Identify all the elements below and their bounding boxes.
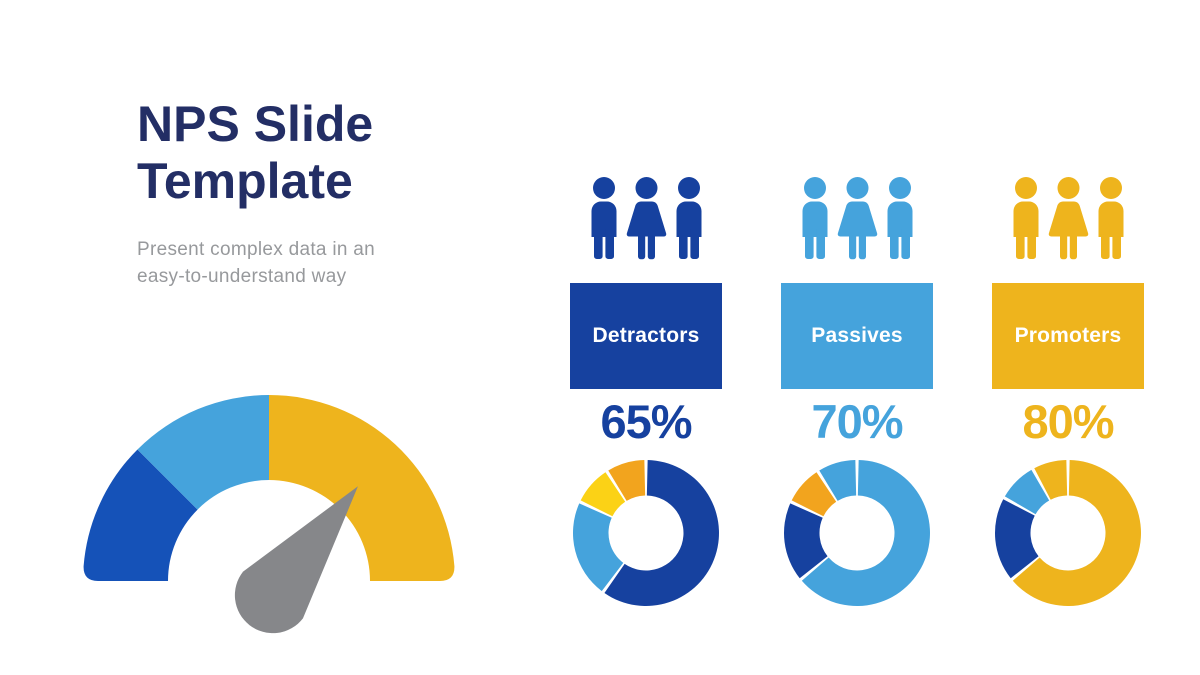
percent-value-detractors: 65% bbox=[600, 395, 692, 448]
gauge-needle-icon bbox=[234, 486, 358, 634]
donut-chart-detractors bbox=[572, 460, 719, 607]
subtitle: Present complex data in an easy-to-under… bbox=[137, 236, 437, 290]
donut-chart-passives bbox=[783, 460, 930, 607]
category-label: Promoters bbox=[1014, 324, 1122, 347]
people-icons-passives bbox=[797, 176, 918, 261]
subtitle-line-2: easy-to-understand way bbox=[137, 266, 347, 287]
category-label: Detractors bbox=[592, 324, 700, 347]
gauge-segment-detractors bbox=[83, 449, 198, 581]
subtitle-line-1: Present complex data in an bbox=[137, 239, 376, 260]
donut-chart-promoters bbox=[995, 460, 1141, 607]
person-man-icon bbox=[676, 177, 701, 259]
category-box-detractors: Detractors bbox=[570, 283, 722, 389]
donut-segment bbox=[1034, 460, 1068, 500]
category-box-passives: Passives bbox=[781, 283, 933, 389]
donut-segment bbox=[791, 472, 837, 517]
person-man-icon bbox=[887, 177, 912, 259]
person-woman-icon bbox=[626, 177, 666, 260]
donut-segment bbox=[995, 499, 1039, 579]
percent-value-passives: 70% bbox=[811, 395, 903, 448]
people-icons-promoters bbox=[1008, 176, 1129, 261]
person-woman-icon bbox=[1048, 177, 1088, 260]
page-title: NPS Slide Template bbox=[137, 96, 437, 210]
donut-segment bbox=[604, 460, 719, 607]
person-woman-icon bbox=[837, 177, 877, 260]
donut-segment bbox=[1004, 469, 1050, 515]
column-passives: Passives 70% bbox=[781, 176, 933, 607]
donut-segment bbox=[580, 472, 626, 517]
column-promoters: Promoters 80% bbox=[992, 176, 1144, 607]
donut-segment bbox=[801, 460, 930, 607]
page-title-line-1: NPS Slide bbox=[137, 96, 374, 152]
donut-segment bbox=[1012, 460, 1141, 607]
donut-segment bbox=[819, 460, 857, 501]
person-man-icon bbox=[591, 177, 616, 259]
title-block: NPS Slide Template Present complex data … bbox=[137, 96, 437, 290]
gauge-segment-passives bbox=[137, 395, 269, 510]
person-man-icon bbox=[1098, 177, 1123, 259]
donut-segment bbox=[783, 503, 828, 579]
column-detractors: Detractors 65% bbox=[570, 176, 722, 607]
percent-value-promoters: 80% bbox=[1022, 395, 1114, 448]
nps-columns: Detractors 65% Passives 70% bbox=[570, 176, 1144, 607]
nps-gauge-chart bbox=[83, 395, 455, 634]
gauge-segment-promoters bbox=[269, 395, 455, 581]
category-label: Passives bbox=[811, 324, 903, 347]
donut-segment bbox=[572, 503, 624, 592]
donut-segment bbox=[608, 460, 646, 501]
page-title-line-2: Template bbox=[137, 153, 353, 209]
category-box-promoters: Promoters bbox=[992, 283, 1144, 389]
person-man-icon bbox=[802, 177, 827, 259]
person-man-icon bbox=[1013, 177, 1038, 259]
people-icons-detractors bbox=[586, 176, 707, 261]
